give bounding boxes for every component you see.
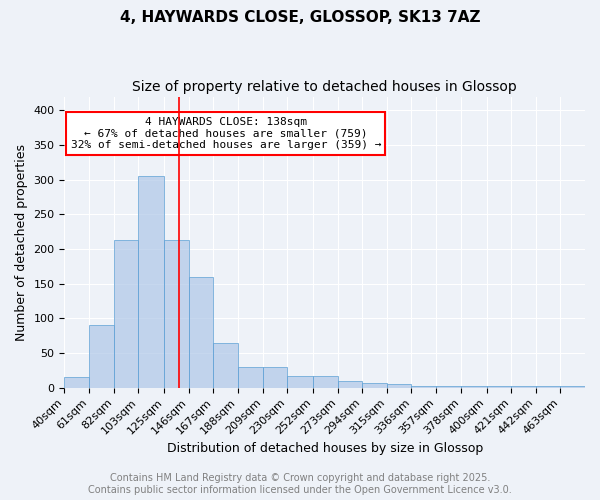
Bar bbox=[362, 383, 387, 388]
Bar bbox=[263, 367, 287, 388]
Bar bbox=[387, 384, 412, 388]
Bar bbox=[436, 386, 461, 388]
Bar bbox=[89, 326, 113, 388]
Bar bbox=[560, 386, 585, 388]
Title: Size of property relative to detached houses in Glossop: Size of property relative to detached ho… bbox=[133, 80, 517, 94]
Bar bbox=[412, 386, 436, 388]
Text: Contains HM Land Registry data © Crown copyright and database right 2025.
Contai: Contains HM Land Registry data © Crown c… bbox=[88, 474, 512, 495]
Bar bbox=[238, 367, 263, 388]
Bar bbox=[313, 376, 338, 388]
Bar bbox=[164, 240, 188, 388]
Bar bbox=[487, 386, 511, 388]
Bar bbox=[214, 342, 238, 388]
Bar bbox=[338, 381, 362, 388]
Y-axis label: Number of detached properties: Number of detached properties bbox=[15, 144, 28, 340]
Bar bbox=[511, 386, 536, 388]
Bar bbox=[64, 378, 89, 388]
Text: 4, HAYWARDS CLOSE, GLOSSOP, SK13 7AZ: 4, HAYWARDS CLOSE, GLOSSOP, SK13 7AZ bbox=[120, 10, 480, 25]
Bar bbox=[188, 277, 214, 388]
Text: 4 HAYWARDS CLOSE: 138sqm
← 67% of detached houses are smaller (759)
32% of semi-: 4 HAYWARDS CLOSE: 138sqm ← 67% of detach… bbox=[71, 117, 381, 150]
Bar bbox=[138, 176, 164, 388]
Bar bbox=[461, 386, 487, 388]
Bar bbox=[113, 240, 138, 388]
X-axis label: Distribution of detached houses by size in Glossop: Distribution of detached houses by size … bbox=[167, 442, 483, 455]
Bar bbox=[536, 386, 560, 388]
Bar bbox=[287, 376, 313, 388]
